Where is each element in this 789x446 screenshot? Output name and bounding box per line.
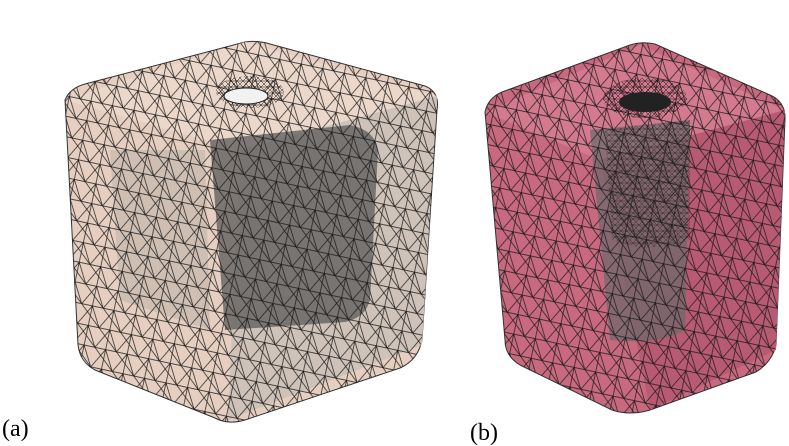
mesh-a (65, 41, 438, 422)
panel-label: (b) (470, 420, 498, 446)
figure: (a) (b) (0, 0, 789, 446)
mesh-b (485, 43, 785, 413)
panel-label: (a) (2, 416, 29, 442)
